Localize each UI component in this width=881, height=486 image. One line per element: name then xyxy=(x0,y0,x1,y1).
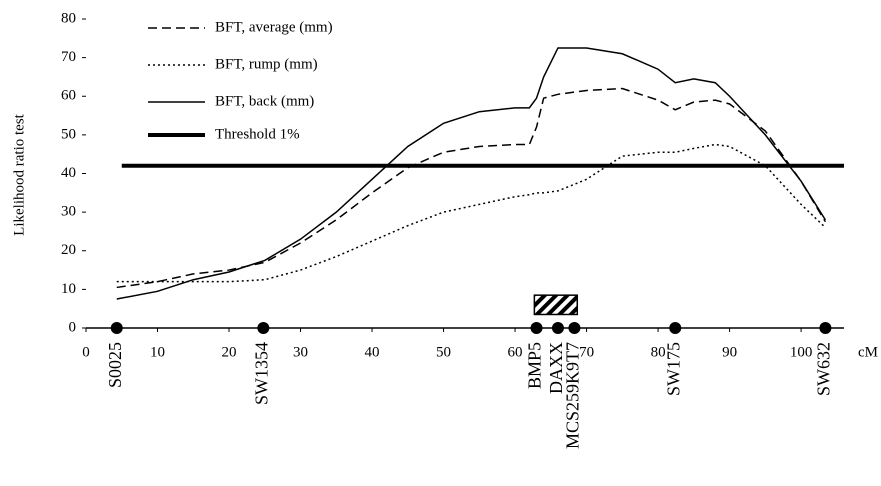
marker-label: BMP5 xyxy=(525,342,545,389)
marker-dot xyxy=(530,322,543,334)
y-tick-label: 30 xyxy=(61,204,76,220)
y-tick-label: 80 xyxy=(61,10,76,26)
y-axis-label: Likelihood ratio test xyxy=(11,113,27,235)
marker-label: SW632 xyxy=(814,342,834,396)
x-tick-label: 90 xyxy=(722,344,737,360)
y-tick-label: 10 xyxy=(61,281,76,297)
marker-label: S0025 xyxy=(105,342,125,388)
hatched-region xyxy=(533,294,579,316)
y-tick-label: 20 xyxy=(61,242,76,258)
marker-label: MCS259K9T7 xyxy=(563,342,583,449)
x-tick-label: 50 xyxy=(436,344,451,360)
x-tick-label: 10 xyxy=(150,344,165,360)
marker-dot xyxy=(551,322,564,334)
y-tick-label: 70 xyxy=(61,49,76,65)
x-tick-label: 100 xyxy=(790,344,813,360)
legend-label: Threshold 1% xyxy=(215,126,300,142)
x-tick-label: 20 xyxy=(222,344,237,360)
marker-label: SW1354 xyxy=(251,342,271,405)
marker-dot xyxy=(568,322,581,334)
marker-label: DAXX xyxy=(546,342,566,394)
series-line xyxy=(116,143,826,283)
x-tick-label: 60 xyxy=(508,344,523,360)
y-tick-label: 60 xyxy=(61,88,76,104)
marker-dot xyxy=(669,322,682,334)
legend-label: BFT, back (mm) xyxy=(215,93,314,109)
y-tick-label: 50 xyxy=(61,126,76,142)
y-tick-label: 40 xyxy=(61,165,76,181)
marker-dot xyxy=(819,322,832,334)
x-tick-label: 40 xyxy=(365,344,380,360)
y-tick-label: 0 xyxy=(69,319,77,335)
x-unit-label: cM xyxy=(858,344,878,360)
legend-label: BFT, average (mm) xyxy=(215,19,333,35)
marker-dot xyxy=(110,322,123,334)
x-tick-label: 70 xyxy=(579,344,594,360)
marker-dot xyxy=(257,322,270,334)
x-tick-label: 0 xyxy=(82,344,90,360)
marker-label: SW175 xyxy=(663,342,683,396)
x-tick-label: 80 xyxy=(651,344,666,360)
x-tick-label: 30 xyxy=(293,344,308,360)
series-line xyxy=(116,47,827,300)
series-line xyxy=(116,87,827,289)
legend-label: BFT, rump (mm) xyxy=(215,56,318,72)
